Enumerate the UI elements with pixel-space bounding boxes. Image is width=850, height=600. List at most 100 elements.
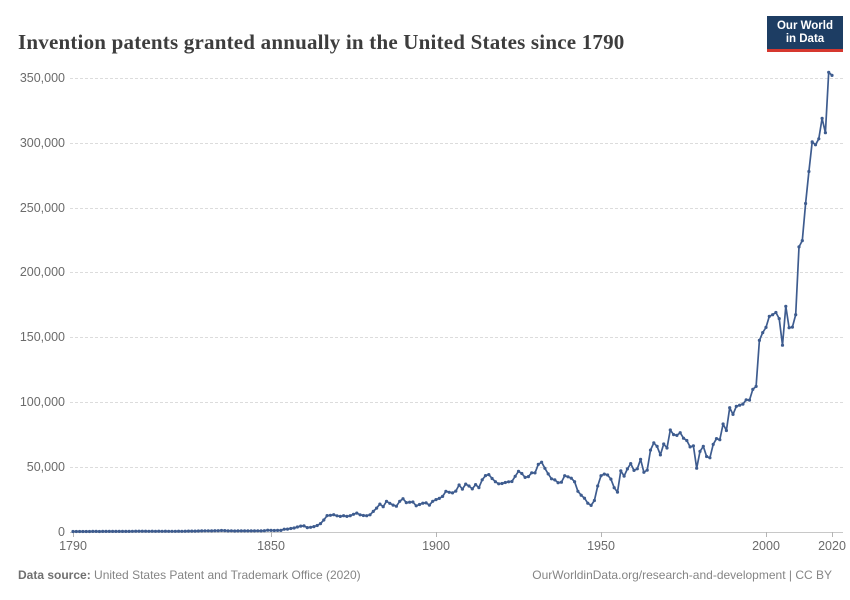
y-axis-tick-label: 300,000 — [19, 135, 65, 150]
data-point — [309, 525, 313, 529]
data-point — [589, 503, 593, 507]
data-point — [398, 499, 402, 503]
data-point — [602, 472, 606, 476]
data-point — [698, 449, 702, 453]
data-point — [678, 431, 682, 435]
data-point — [447, 490, 451, 494]
data-point — [827, 70, 831, 74]
data-point — [761, 331, 765, 335]
data-point — [292, 526, 296, 530]
data-point — [391, 503, 395, 507]
data-point — [322, 518, 326, 522]
data-point — [642, 470, 646, 474]
x-axis-tick — [436, 531, 437, 537]
data-point — [431, 499, 435, 503]
data-point — [655, 444, 659, 448]
data-point — [586, 501, 590, 505]
data-point — [404, 501, 408, 505]
data-point — [526, 475, 531, 479]
data-point — [365, 514, 369, 518]
data-point — [767, 314, 771, 318]
data-point — [394, 504, 398, 508]
y-gridline — [70, 401, 843, 403]
y-gridline — [70, 272, 843, 274]
data-point — [457, 483, 461, 487]
data-point — [358, 513, 362, 517]
data-point — [315, 523, 319, 528]
owid-logo-line1: Our World — [776, 20, 833, 32]
data-point — [493, 480, 497, 484]
data-point — [705, 454, 709, 459]
data-point — [533, 471, 537, 475]
data-point — [615, 490, 620, 494]
data-point — [652, 441, 656, 445]
data-point — [467, 484, 471, 488]
data-point — [487, 473, 491, 477]
data-point — [427, 503, 431, 507]
data-point — [424, 501, 428, 505]
data-point — [681, 436, 686, 440]
data-point — [384, 499, 389, 503]
data-point — [622, 474, 626, 478]
y-axis-tick-label: 250,000 — [19, 200, 65, 215]
x-axis-tick — [601, 531, 602, 537]
data-point — [553, 478, 557, 482]
data-point — [513, 474, 517, 478]
data-source-text: United States Patent and Trademark Offic… — [94, 568, 361, 582]
data-point — [724, 428, 729, 433]
data-point — [738, 403, 742, 407]
data-point — [728, 406, 732, 410]
data-point — [754, 384, 758, 388]
data-point — [355, 511, 359, 515]
data-point — [411, 500, 415, 504]
data-point — [569, 476, 573, 480]
data-point — [401, 497, 405, 501]
data-point — [764, 325, 768, 329]
y-axis-tick-label: 150,000 — [19, 330, 65, 345]
data-point — [312, 525, 316, 529]
data-point — [408, 500, 412, 504]
data-line — [72, 71, 833, 533]
data-point — [741, 402, 745, 406]
data-point — [507, 480, 511, 484]
data-point — [375, 506, 379, 510]
data-point — [345, 514, 349, 519]
data-point — [381, 505, 385, 509]
data-point — [325, 514, 329, 518]
data-point — [804, 201, 808, 206]
data-point — [289, 526, 293, 531]
data-point — [830, 73, 834, 77]
data-source-label: Data source: — [18, 568, 91, 582]
data-point — [441, 494, 445, 498]
data-point — [579, 493, 583, 497]
x-axis-line — [70, 531, 843, 533]
data-point — [625, 467, 630, 471]
owid-logo[interactable]: Our World in Data — [767, 16, 843, 52]
data-point — [794, 313, 798, 317]
data-point — [295, 525, 299, 529]
y-gridline — [70, 78, 843, 79]
data-point — [592, 498, 597, 503]
data-point — [299, 524, 303, 528]
y-gridline — [70, 337, 843, 339]
y-axis-tick-label: 200,000 — [19, 265, 65, 280]
owid-logo-line2: in Data — [785, 33, 825, 45]
data-point — [500, 481, 504, 486]
data-point — [434, 498, 438, 502]
x-axis-tick — [832, 531, 833, 537]
data-point — [464, 482, 468, 486]
data-point — [731, 412, 735, 416]
data-point — [784, 304, 788, 308]
data-point — [328, 513, 332, 517]
x-axis-tick — [271, 531, 272, 537]
data-point — [417, 502, 422, 507]
credit-link[interactable]: OurWorldinData.org/research-and-developm… — [532, 568, 832, 582]
x-axis-tick-label: 1900 — [422, 538, 450, 553]
data-point — [658, 453, 663, 457]
data-point — [450, 491, 455, 495]
data-point — [721, 422, 725, 426]
data-point — [820, 116, 824, 120]
data-point — [790, 325, 795, 329]
data-point — [421, 501, 425, 505]
